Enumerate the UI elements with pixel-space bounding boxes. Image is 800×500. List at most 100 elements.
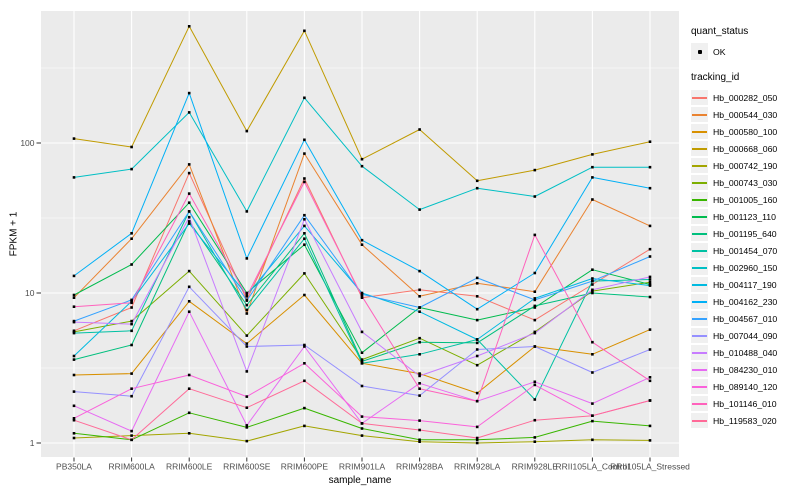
data-point [130, 387, 133, 390]
legend-entry: Hb_002960_150 [691, 259, 799, 276]
data-point [72, 331, 76, 335]
legend-entry-label: Hb_000743_030 [713, 177, 778, 188]
data-point [533, 290, 537, 293]
data-point [187, 91, 191, 95]
legend-key-icon [691, 379, 708, 394]
data-point [533, 380, 537, 384]
data-point [533, 306, 537, 309]
data-point [303, 138, 306, 142]
data-point [475, 276, 479, 280]
legend-entry-label: Hb_001454_070 [713, 245, 778, 256]
data-point [187, 285, 191, 289]
panel-background [41, 11, 679, 457]
data-point [245, 303, 249, 307]
data-point [591, 371, 594, 374]
data-point [360, 362, 364, 365]
data-point [187, 222, 191, 225]
data-point [591, 283, 594, 286]
data-point [475, 307, 479, 311]
legend: quant_status OK tracking_id Hb_000282_05… [691, 26, 799, 429]
data-point [72, 293, 76, 297]
data-point [72, 358, 76, 361]
data-point [591, 288, 594, 292]
data-point [303, 218, 306, 221]
y-tick-label: 10 [25, 288, 35, 298]
legend-entry: Hb_001005_160 [691, 191, 799, 208]
legend-key-icon [691, 107, 708, 122]
data-point [591, 353, 594, 356]
data-point [303, 224, 306, 228]
legend-key-icon [691, 124, 708, 139]
data-point [475, 295, 479, 298]
data-point [648, 186, 652, 190]
legend-entries-tracking-id: Hb_000282_050 Hb_000544_030 Hb_000580_100 H… [691, 89, 799, 429]
legend-entry-quant-status-ok: OK [691, 43, 799, 60]
data-point [418, 374, 421, 378]
data-point [187, 25, 191, 28]
data-point [245, 439, 249, 443]
legend-key-icon [691, 90, 708, 105]
legend-entry-label: Hb_001123_110 [713, 211, 776, 222]
legend-title-quant-status: quant_status [691, 26, 749, 37]
data-point [72, 436, 76, 440]
data-point [360, 296, 364, 299]
legend-key-icon [691, 141, 708, 156]
data-point [130, 306, 133, 309]
data-point [245, 210, 249, 213]
legend-key-icon [691, 413, 708, 428]
x-tick-label: RRII105LA_Control [556, 462, 630, 472]
data-point [360, 427, 364, 430]
data-point [72, 305, 76, 308]
data-point [245, 299, 249, 302]
legend-entry-label: Hb_004162_230 [713, 296, 778, 307]
data-point [475, 425, 479, 429]
data-point [475, 363, 479, 367]
series-color-line-icon [692, 419, 707, 422]
legend-key-icon [691, 345, 708, 360]
data-point [648, 424, 652, 428]
data-point [418, 128, 421, 131]
x-tick-label: RRIM901LA [339, 462, 386, 472]
data-point [72, 432, 76, 435]
series-color-line-icon [692, 368, 707, 371]
data-point [533, 440, 537, 443]
data-point [533, 418, 537, 422]
legend-entry-label: Hb_001195_640 [713, 228, 777, 239]
series-color-line-icon [692, 249, 707, 252]
data-point [475, 282, 479, 285]
data-point [418, 394, 421, 397]
data-point [303, 343, 306, 347]
data-point [533, 383, 537, 387]
y-axis-title: FPKM + 1 [8, 211, 20, 257]
data-point [72, 354, 76, 358]
data-point [533, 318, 537, 322]
data-point [475, 338, 479, 341]
data-point [418, 353, 421, 356]
x-axis-title: sample_name [328, 475, 392, 486]
data-point [591, 176, 594, 179]
legend-entry: Hb_004117_190 [691, 276, 799, 293]
data-point [533, 436, 537, 439]
data-point [360, 238, 364, 242]
series-color-line-icon [692, 164, 707, 167]
legend-key-icon [691, 396, 708, 411]
legend-entry: Hb_004567_010 [691, 310, 799, 327]
legend-entry-label: Hb_101146_010 [713, 398, 777, 409]
data-point [360, 415, 364, 418]
legend-key-icon [691, 226, 708, 241]
data-point [418, 295, 421, 298]
data-point [130, 372, 133, 375]
legend-key-icon [691, 209, 708, 224]
legend-entry: Hb_000282_050 [691, 89, 799, 106]
data-point [187, 373, 191, 377]
data-point [187, 171, 191, 175]
data-point [648, 348, 652, 351]
data-point [475, 318, 479, 322]
legend-entry: Hb_000580_100 [691, 123, 799, 140]
data-point [591, 402, 594, 405]
data-point [187, 201, 191, 204]
data-point [533, 304, 537, 308]
data-point [303, 272, 306, 275]
